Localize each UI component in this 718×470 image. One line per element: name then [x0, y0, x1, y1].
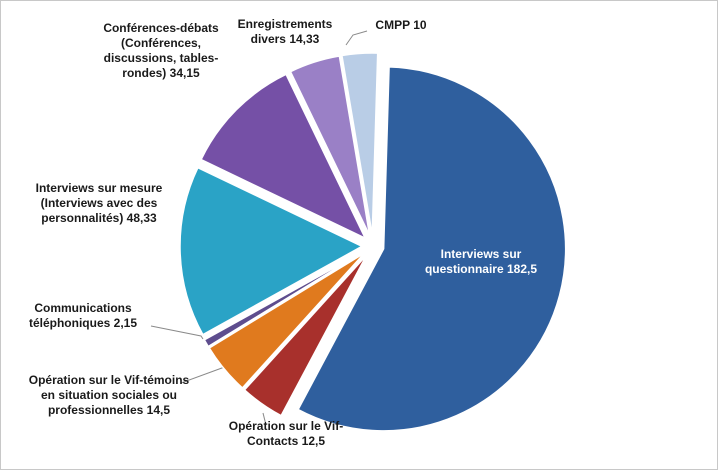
pie-slice	[208, 252, 366, 390]
slice-value: 34,15	[169, 66, 200, 80]
pie-slice	[297, 66, 567, 432]
slice-category: Opération sur le Vif-Contacts	[228, 419, 344, 448]
slice-value: 2,15	[113, 316, 138, 330]
slice-category: Opération sur le Vif-témoins en situatio…	[28, 373, 190, 417]
slice-label: Enregistrements divers 14,33	[230, 17, 340, 47]
leader-line	[345, 30, 368, 46]
slice-label: Opération sur le Vif-Contacts 12,5	[211, 419, 361, 449]
slice-label: CMPP 10	[361, 18, 441, 33]
slice-label: Opération sur le Vif-témoins en situatio…	[22, 373, 197, 418]
slice-value: 48,33	[126, 211, 157, 225]
slice-category: Communications téléphoniques	[28, 301, 132, 330]
pie-slice	[243, 254, 368, 417]
leader-line	[150, 325, 204, 340]
slice-value: 12,5	[301, 434, 326, 448]
slice-category: Enregistrements divers	[237, 17, 333, 46]
slice-value: 10	[413, 18, 427, 32]
pie-slice	[179, 166, 364, 336]
slice-category: Interviews sur questionnaire	[424, 247, 522, 276]
slice-value: 182,5	[507, 262, 538, 276]
leader-line	[262, 412, 267, 426]
pie-slice	[341, 52, 379, 236]
slice-value: 14,5	[146, 403, 171, 417]
slice-label: Interviews sur mesure (Interviews avec d…	[13, 181, 185, 226]
slice-label: Interviews sur questionnaire 182,5	[406, 247, 556, 277]
slice-category: Conférences-débats (Conférences, discuss…	[103, 21, 219, 80]
slice-label: Conférences-débats (Conférences, discuss…	[86, 21, 236, 81]
slice-category: Interviews sur mesure (Interviews avec d…	[35, 181, 163, 225]
slice-category: CMPP	[375, 18, 410, 32]
pie-slice	[200, 73, 367, 240]
pie-slice	[203, 250, 364, 348]
pie-slice	[289, 55, 371, 236]
slice-value: 14,33	[289, 32, 320, 46]
slice-label: Communications téléphoniques 2,15	[8, 301, 158, 331]
